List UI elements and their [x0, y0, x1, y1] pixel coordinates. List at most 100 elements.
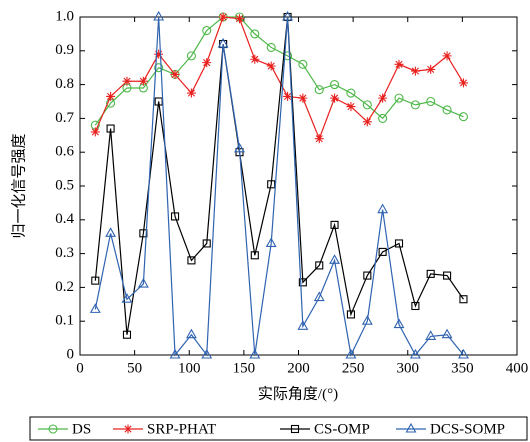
marker	[169, 348, 181, 359]
marker	[106, 124, 115, 133]
marker	[425, 330, 437, 340]
marker	[187, 256, 196, 265]
marker	[330, 93, 340, 103]
marker	[313, 291, 325, 302]
marker	[315, 261, 324, 270]
marker	[458, 348, 469, 359]
marker	[441, 328, 453, 339]
legend-box	[29, 416, 528, 441]
marker	[283, 91, 293, 101]
y-tick-label: 1.0	[55, 8, 74, 24]
x-tick-label: 350	[451, 360, 474, 376]
marker	[330, 220, 339, 229]
marker	[234, 142, 245, 153]
marker	[122, 330, 132, 339]
marker	[458, 112, 469, 122]
marker	[153, 10, 165, 21]
legend-marker	[48, 424, 58, 434]
y-tick-label: 0.9	[55, 42, 74, 58]
marker	[426, 64, 436, 74]
marker	[298, 93, 308, 103]
marker	[267, 180, 276, 189]
marker	[235, 14, 245, 24]
x-axis-label: 实际角度/(°)	[258, 385, 338, 402]
y-tick-label: 0.1	[55, 313, 74, 329]
marker	[122, 76, 132, 86]
marker	[218, 12, 228, 22]
marker	[90, 127, 100, 137]
y-tick-label: 0.4	[55, 211, 74, 227]
marker	[394, 59, 404, 69]
y-axis-label: 归一化信号强度	[10, 133, 27, 238]
x-tick-label: 400	[506, 360, 529, 376]
marker	[361, 315, 373, 325]
plot-frame	[79, 16, 518, 356]
marker	[378, 93, 388, 103]
marker	[378, 247, 387, 256]
legend-marker	[123, 424, 133, 434]
series-line	[94, 16, 464, 126]
marker	[185, 328, 197, 339]
y-tick-label: 0.5	[55, 177, 74, 193]
legend-marker	[290, 424, 300, 434]
marker	[410, 66, 420, 76]
marker	[121, 293, 133, 303]
x-tick-label: 300	[397, 360, 420, 376]
marker	[346, 310, 355, 319]
marker	[186, 88, 196, 98]
marker	[202, 58, 212, 68]
legend-label: SRP-PHAT	[147, 421, 216, 437]
legend-label: DS	[72, 421, 91, 437]
marker	[201, 348, 213, 359]
series-line	[94, 16, 464, 357]
marker	[297, 320, 309, 330]
series-line	[94, 16, 464, 335]
marker	[202, 25, 212, 36]
marker	[362, 117, 372, 127]
x-tick-label: 50	[127, 360, 142, 376]
marker	[394, 93, 404, 103]
marker	[249, 348, 261, 359]
marker	[170, 69, 180, 79]
legend-label: CS-OMP	[314, 421, 370, 437]
marker	[250, 29, 260, 39]
marker	[346, 88, 356, 98]
y-tick-label: 0.3	[55, 245, 74, 261]
marker	[250, 251, 259, 260]
y-tick-label: 0.8	[55, 76, 74, 92]
legend-marker	[405, 422, 417, 433]
marker	[377, 203, 389, 214]
x-tick-label: 250	[342, 360, 365, 376]
y-tick-label: 0.7	[55, 110, 74, 126]
marker	[314, 134, 324, 144]
marker	[393, 318, 405, 329]
marker	[345, 348, 357, 359]
marker	[459, 295, 468, 304]
marker	[378, 113, 388, 123]
marker	[426, 269, 435, 278]
marker	[394, 239, 404, 248]
marker	[217, 37, 229, 48]
marker	[442, 51, 452, 61]
marker	[298, 59, 308, 69]
marker	[346, 102, 356, 112]
x-tick-label: 150	[233, 360, 256, 376]
x-tick-label: 100	[178, 360, 201, 376]
marker	[91, 276, 100, 285]
y-tick-label: 0.2	[55, 279, 74, 295]
marker	[409, 348, 421, 359]
x-tick-label: 200	[287, 360, 310, 376]
marker	[250, 54, 260, 64]
marker	[89, 303, 101, 313]
marker	[106, 91, 116, 101]
marker	[138, 76, 148, 86]
marker	[329, 254, 340, 264]
marker	[202, 239, 211, 248]
y-tick-label: 0.6	[55, 144, 74, 160]
marker	[314, 85, 324, 95]
marker	[330, 80, 340, 90]
marker	[426, 96, 436, 107]
marker	[411, 301, 420, 311]
marker	[458, 78, 468, 88]
